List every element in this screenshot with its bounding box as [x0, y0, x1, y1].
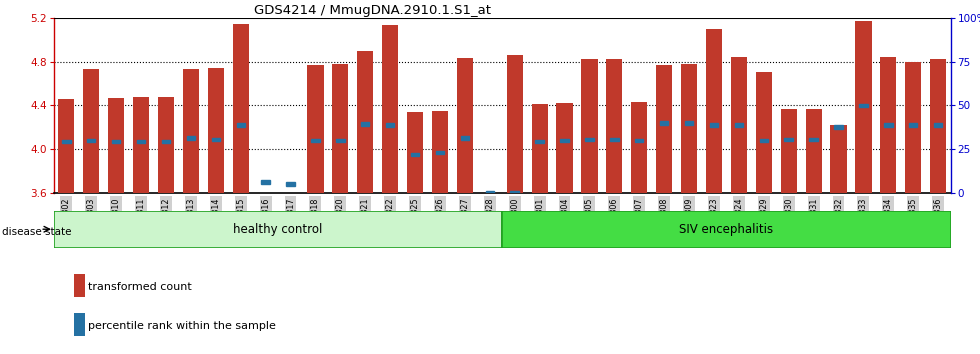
- Text: healthy control: healthy control: [233, 223, 322, 236]
- Bar: [880, 57, 897, 193]
- Bar: [635, 139, 644, 142]
- Bar: [208, 68, 223, 193]
- Bar: [631, 102, 648, 193]
- Bar: [361, 122, 369, 126]
- Bar: [809, 137, 818, 141]
- Bar: [411, 153, 419, 156]
- Bar: [485, 191, 494, 195]
- Bar: [232, 24, 249, 193]
- Bar: [585, 137, 594, 141]
- Bar: [457, 58, 473, 193]
- Bar: [781, 109, 797, 193]
- Bar: [731, 57, 747, 193]
- Bar: [909, 123, 917, 127]
- Text: percentile rank within the sample: percentile rank within the sample: [88, 321, 276, 331]
- FancyBboxPatch shape: [502, 211, 951, 248]
- Bar: [432, 111, 448, 193]
- Bar: [308, 65, 323, 193]
- Bar: [507, 55, 522, 193]
- Bar: [834, 125, 843, 129]
- Bar: [735, 123, 743, 127]
- Bar: [382, 25, 398, 193]
- Bar: [407, 112, 423, 193]
- Bar: [884, 123, 893, 127]
- Bar: [660, 121, 668, 125]
- Bar: [183, 69, 199, 193]
- Bar: [137, 140, 145, 143]
- Text: disease state: disease state: [2, 227, 72, 237]
- Bar: [535, 140, 544, 143]
- Bar: [561, 139, 568, 142]
- Bar: [62, 140, 71, 143]
- Bar: [784, 137, 793, 141]
- Bar: [332, 64, 349, 193]
- Bar: [710, 123, 718, 127]
- Bar: [611, 137, 618, 141]
- Bar: [186, 136, 195, 140]
- Bar: [830, 125, 847, 193]
- Bar: [357, 51, 373, 193]
- Bar: [133, 97, 149, 193]
- Bar: [685, 121, 693, 125]
- Bar: [436, 151, 444, 154]
- Text: GDS4214 / MmugDNA.2910.1.S1_at: GDS4214 / MmugDNA.2910.1.S1_at: [254, 4, 491, 17]
- Bar: [906, 62, 921, 193]
- Bar: [656, 65, 672, 193]
- Bar: [461, 136, 469, 140]
- Bar: [108, 98, 124, 193]
- Bar: [531, 104, 548, 193]
- Bar: [386, 123, 394, 127]
- Bar: [756, 73, 772, 193]
- Bar: [236, 123, 245, 127]
- Bar: [58, 99, 74, 193]
- Bar: [87, 139, 95, 142]
- Bar: [859, 104, 867, 107]
- Bar: [112, 140, 121, 143]
- Bar: [581, 59, 598, 193]
- Bar: [930, 59, 947, 193]
- Bar: [83, 69, 99, 193]
- Text: SIV encephalitis: SIV encephalitis: [679, 223, 773, 236]
- Bar: [262, 180, 270, 184]
- Bar: [607, 59, 622, 193]
- Bar: [706, 29, 722, 193]
- Text: transformed count: transformed count: [88, 282, 192, 292]
- FancyBboxPatch shape: [54, 211, 502, 248]
- Bar: [158, 97, 174, 193]
- Bar: [312, 139, 319, 142]
- Bar: [760, 139, 768, 142]
- Bar: [681, 64, 697, 193]
- Bar: [511, 191, 519, 195]
- Bar: [934, 123, 943, 127]
- Bar: [162, 140, 171, 143]
- Bar: [856, 21, 871, 193]
- Bar: [806, 109, 821, 193]
- Bar: [212, 137, 220, 141]
- Bar: [286, 182, 295, 186]
- Bar: [336, 139, 345, 142]
- Bar: [557, 103, 572, 193]
